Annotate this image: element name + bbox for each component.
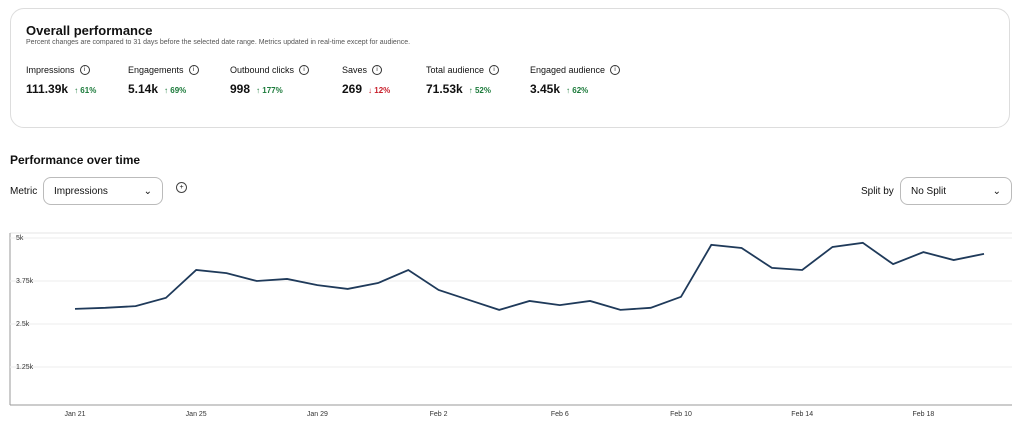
metric-label-row: Engaged audience i [530,65,621,75]
metric-label-row: Impressions i [26,65,96,75]
info-icon: i [489,65,500,75]
card-subtitle: Percent changes are compared to 31 days … [26,39,411,46]
change-value: 62% [572,86,589,95]
split-label: Split by [861,186,894,197]
metric-value-row: 269 ↓ 12% [342,82,390,96]
info-icon: i [299,65,310,75]
metric-label: Engaged audience [530,65,606,75]
metric-change: ↓ 12% [368,86,390,95]
add-button[interactable]: + [176,182,187,193]
metric-value: 111.39k [26,82,69,96]
metric: Engagements i 5.14k ↑ 69% [128,65,199,96]
y-tick-label: 3.75k [16,278,34,285]
metric-label: Impressions [26,65,75,75]
arrow: ↑ [256,86,263,95]
metric-label: Outbound clicks [230,65,295,75]
metric-value-row: 71.53k ↑ 52% [426,82,499,96]
arrow: ↑ [74,86,81,95]
info-icon: i [372,65,383,75]
metric: Engaged audience i 3.45k ↑ 62% [530,65,621,96]
y-tick-label: 1.25k [16,364,34,371]
metric: Total audience i 71.53k ↑ 52% [426,65,500,96]
metric-dropdown[interactable]: Impressions ⌄ [43,177,163,205]
change-value: 177% [262,86,283,95]
x-tick-label: Jan 25 [186,411,207,418]
x-tick-label: Feb 18 [913,411,935,418]
metric-value-row: 5.14k ↑ 69% [128,82,199,96]
overview-card: Overall performance Percent changes are … [10,8,1010,128]
metric-change: ↑ 177% [256,86,283,95]
change-value: 12% [374,86,391,95]
x-tick-label: Feb 2 [430,411,448,418]
metric: Outbound clicks i 998 ↑ 177% [230,65,310,96]
x-tick-label: Feb 6 [551,411,569,418]
change-value: 69% [170,86,187,95]
chevron: ⌄ [143,185,152,197]
change-value: 52% [474,86,491,95]
line [74,241,985,311]
arrow: ↓ [368,86,375,95]
metric-label-row: Total audience i [426,65,500,75]
metric-change: ↑ 61% [74,86,96,95]
y-tick-label: 5k [16,235,24,242]
arrow: ↑ [164,86,171,95]
metric-value: 5.14k [128,82,159,96]
section-title: Performance over time [10,153,141,167]
metric-change: ↑ 69% [164,86,186,95]
dropdown-value: Impressions [54,185,108,197]
dropdown-value: No Split [911,185,947,197]
metric-change: ↑ 52% [469,86,491,95]
x-tick-label: Feb 10 [670,411,692,418]
metric-value: 3.45k [530,82,561,96]
info-icon: i [79,65,90,75]
metric-label: Engagements [128,65,184,75]
metric-label-row: Saves i [342,65,390,75]
y-tick-label: 2.5k [16,321,30,328]
metric-label: Metric [10,186,38,197]
split-dropdown[interactable]: No Split ⌄ [900,177,1012,205]
metric: Impressions i 111.39k ↑ 61% [26,65,96,96]
metric-value-row: 111.39k ↑ 61% [26,82,96,96]
metric: Saves i 269 ↓ 12% [342,65,390,96]
change-value: 61% [80,86,97,95]
arrow: ↑ [566,86,573,95]
info-icon: i [188,65,199,75]
metric-value: 71.53k [426,82,463,96]
metric-label-row: Outbound clicks i [230,65,310,75]
info-icon: i [610,65,621,75]
metric-value-row: 3.45k ↑ 62% [530,82,620,96]
x-tick-label: Jan 21 [64,411,85,418]
chevron: ⌄ [992,185,1001,197]
arrow: ↑ [468,86,475,95]
card-title: Overall performance [26,23,153,38]
metric-value-row: 998 ↑ 177% [230,82,309,96]
x-tick-label: Feb 14 [791,411,813,418]
metric-label-row: Engagements i [128,65,199,75]
metric-change: ↑ 62% [566,86,588,95]
metric-label: Total audience [426,65,485,75]
metric-label: Saves [342,65,368,75]
x-tick-label: Jan 29 [307,411,328,418]
metric-value: 998 [230,82,251,96]
metric-value: 269 [342,82,363,96]
